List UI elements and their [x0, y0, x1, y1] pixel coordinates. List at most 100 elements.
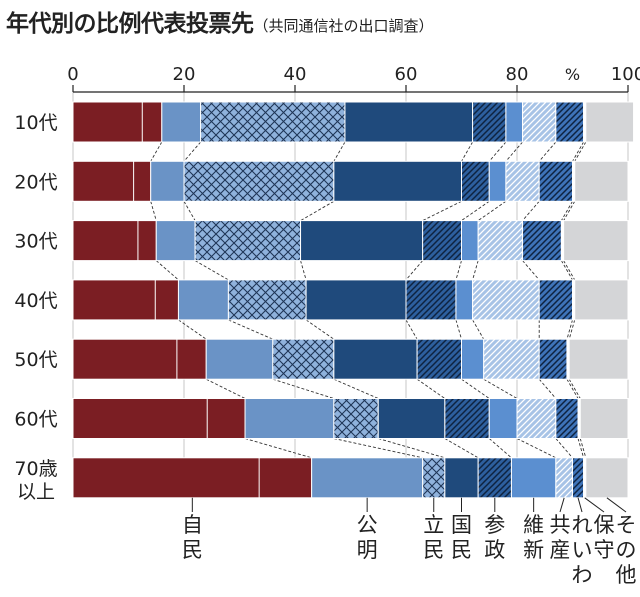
bar-segment — [563, 220, 628, 261]
bar-segment — [306, 279, 406, 320]
bar-segment — [73, 161, 151, 202]
connector-line — [416, 378, 446, 399]
connector-line — [577, 438, 585, 458]
bar-segment-hatch — [195, 220, 301, 261]
category-label: 40代 — [14, 290, 57, 312]
legend-label: 共 — [550, 513, 571, 537]
bar-segment — [489, 398, 517, 439]
bar-segment — [578, 398, 581, 439]
bar-segment — [73, 102, 162, 142]
bar-segment — [156, 220, 196, 261]
bar-segment — [574, 279, 628, 320]
connector-line — [538, 141, 557, 162]
connector-line — [568, 378, 581, 399]
connector-line — [461, 141, 473, 162]
bar-segment — [73, 220, 157, 261]
connector-line — [405, 260, 423, 281]
connector-line — [566, 319, 573, 340]
legend-leader — [584, 497, 605, 513]
connector-line — [455, 260, 462, 281]
x-tick-label: 0 — [67, 64, 78, 85]
connector-line — [561, 260, 573, 281]
bar-segment-hatch — [522, 102, 556, 142]
x-tick-label: 100 — [611, 64, 640, 85]
legend-label: 維 — [523, 513, 544, 537]
bar-segment-hatch — [555, 457, 573, 498]
x-tick-label: 40 — [284, 64, 307, 85]
bar-segment — [572, 161, 575, 202]
bar-segment-hatch — [539, 339, 567, 380]
legend-label: 公 — [357, 513, 378, 537]
connector-line — [472, 319, 485, 340]
bar-segment-hatch — [555, 102, 584, 142]
bar-segment — [455, 279, 473, 320]
legend-label: わ — [572, 563, 593, 587]
bar-segment-edge — [574, 160, 629, 202]
connector-line — [505, 141, 523, 162]
legend-label: い — [572, 538, 593, 562]
bar-segment — [161, 102, 201, 142]
connector-line — [194, 260, 229, 281]
connector-line — [183, 141, 201, 162]
bars — [72, 101, 635, 499]
bar-segment — [561, 220, 564, 261]
connector-line — [183, 201, 196, 221]
bar-segment — [444, 457, 479, 498]
legend-label: 民 — [451, 538, 472, 562]
connector-line — [566, 378, 579, 399]
connector-line — [228, 319, 273, 340]
connector-line — [300, 200, 335, 221]
legend-label: 民 — [423, 538, 444, 562]
bar-segment-edge — [579, 398, 629, 439]
legend-label: 立 — [423, 513, 444, 537]
bar-segment-hatch — [572, 457, 584, 498]
connector-line — [561, 201, 573, 221]
bar-segment — [572, 279, 575, 320]
category-label: 60代 — [14, 409, 57, 431]
connector-line — [483, 378, 518, 399]
bar-segment-hatch — [461, 161, 490, 202]
x-tick-label: 60 — [395, 64, 418, 85]
connector-line — [488, 141, 507, 162]
bar-segment — [566, 339, 570, 380]
legend-leader — [577, 497, 583, 513]
bar-segment — [178, 279, 229, 320]
chart-subtitle: （共同通信社の出口調査） — [253, 17, 434, 35]
bar-segment-hatch — [505, 161, 540, 202]
bar-segment-hatch — [478, 457, 512, 498]
connector-line — [522, 260, 540, 281]
connector-line — [574, 141, 587, 162]
chart-title: 年代別の比例代表投票先 — [6, 11, 254, 37]
connector-lines — [150, 141, 587, 459]
connector-line — [305, 319, 335, 340]
bar-segment-hatch — [422, 457, 445, 498]
bar-segment — [489, 161, 506, 202]
connector-line — [568, 319, 576, 340]
connector-line — [555, 438, 573, 459]
bar-segment — [574, 161, 628, 202]
connector-line — [477, 200, 507, 221]
connector-line — [488, 438, 512, 459]
category-label: 20代 — [14, 171, 57, 193]
connector-line — [538, 378, 557, 399]
bar-segment — [585, 102, 634, 142]
legend-label: そ — [616, 513, 637, 537]
bar-segment-edge — [574, 279, 629, 321]
connector-line — [444, 438, 479, 459]
connector-line — [155, 260, 179, 281]
bar-segment — [461, 220, 479, 261]
bar-segment-hatch — [333, 398, 379, 439]
bar-segment-hatch — [517, 398, 556, 439]
bar-segment — [73, 279, 179, 320]
bar-segment — [73, 398, 246, 439]
category-label: 10代 — [14, 112, 57, 134]
legend-label: 参 — [484, 513, 505, 537]
connector-line — [333, 378, 379, 399]
bar-segment-edge — [585, 101, 635, 143]
x-tick-label: 80 — [506, 64, 529, 85]
bar-segment-hatch — [228, 279, 307, 320]
bar-segment — [245, 398, 334, 439]
bar-segment-hatch — [444, 398, 490, 439]
category-label: 30代 — [14, 231, 57, 253]
